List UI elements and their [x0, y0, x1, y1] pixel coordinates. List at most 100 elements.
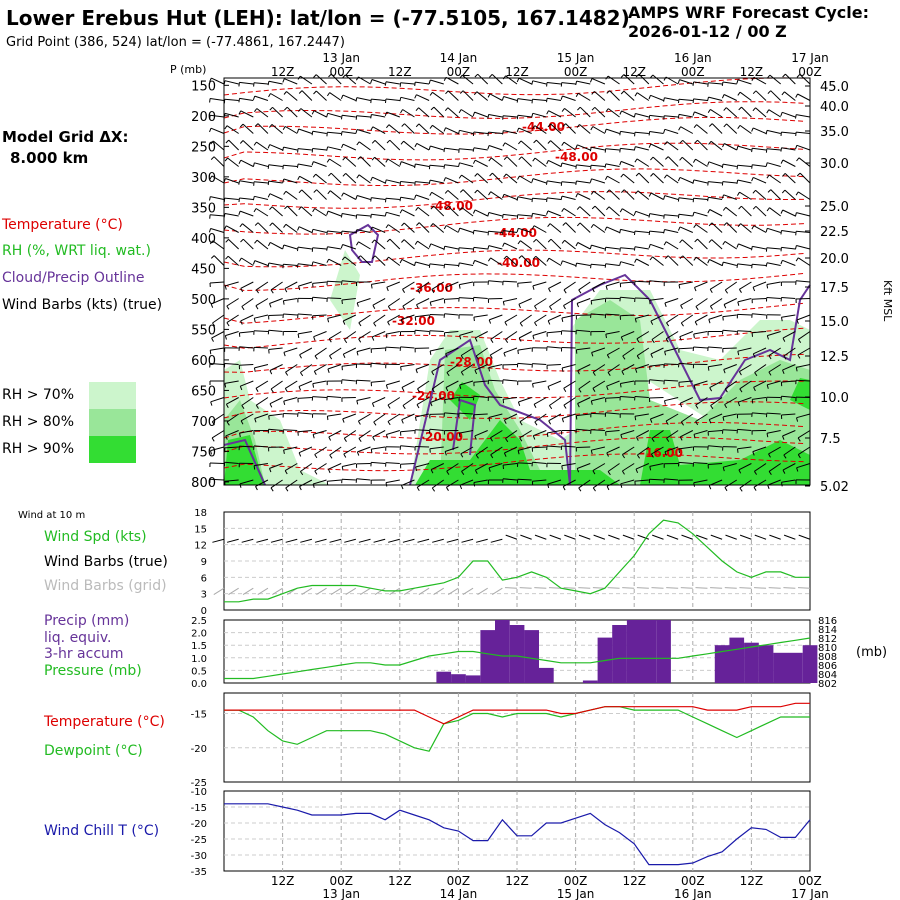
upper-wind-barb-staff: [649, 478, 664, 481]
upper-wind-barb-flag: [562, 486, 566, 491]
upper-wind-barb-staff: [605, 163, 620, 167]
upper-wind-barb-staff: [649, 114, 664, 118]
upper-wind-barb-flag: [458, 130, 460, 135]
upper-wind-barb-flag: [505, 438, 509, 443]
pressure-tick-label: 550: [191, 323, 216, 338]
surface-wind-barb-grid: [301, 587, 313, 596]
upper-wind-barb-staff: [345, 173, 357, 184]
upper-wind-barb-staff: [634, 413, 649, 417]
upper-wind-barb-staff: [328, 331, 342, 340]
upper-wind-barb-staff: [444, 331, 459, 334]
upper-wind-barb-flag: [460, 453, 464, 458]
upper-wind-barb-staff: [517, 462, 532, 464]
upper-wind-barb-staff: [725, 206, 738, 217]
upper-wind-barb-flag: [327, 368, 330, 373]
upper-wind-barb-staff: [753, 380, 767, 388]
upper-wind-barb-flag: [443, 246, 446, 251]
upper-wind-barb-staff: [417, 380, 430, 390]
upper-wind-barb-staff: [227, 157, 239, 167]
upper-wind-barb-staff: [447, 90, 459, 101]
upper-wind-barb-flag: [399, 259, 403, 264]
upper-wind-barb-staff: [401, 209, 415, 217]
upper-wind-barb-flag: [736, 263, 738, 268]
upper-wind-barb-flag: [620, 434, 623, 439]
upper-wind-barb-staff: [770, 189, 782, 200]
upper-wind-barb-staff: [239, 331, 254, 334]
upper-wind-barb-staff: [416, 397, 430, 406]
upper-wind-barb-flag: [458, 174, 462, 179]
upper-wind-barb-staff: [402, 281, 415, 290]
upper-wind-barb-flag: [709, 305, 714, 310]
upper-wind-barb-staff: [283, 244, 298, 250]
upper-wind-barb-flag: [358, 338, 362, 343]
upper-wind-barb-staff: [356, 379, 371, 382]
upper-wind-barb-staff: [637, 190, 650, 200]
pressure-line: [224, 637, 811, 680]
upper-wind-barb-staff: [693, 380, 708, 386]
upper-wind-barb-staff: [605, 281, 620, 287]
upper-wind-barb-staff: [579, 206, 591, 217]
upper-wind-barb-staff: [371, 98, 386, 101]
surface-wind-barb-true: [564, 534, 576, 540]
upper-wind-barb-staff: [342, 413, 357, 420]
upper-wind-barb-staff: [212, 314, 225, 324]
upper-wind-barb-flag: [254, 239, 258, 244]
upper-wind-barb-flag: [532, 285, 535, 290]
upper-wind-barb-staff: [344, 331, 357, 340]
upper-wind-barb-staff: [488, 212, 503, 217]
upper-wind-barb-staff: [461, 74, 474, 85]
surface-wind-barb-true: [666, 534, 679, 540]
upper-wind-barb-staff: [561, 445, 576, 448]
upper-wind-barb-staff: [695, 224, 708, 233]
upper-wind-barb-flag: [357, 420, 361, 425]
upper-wind-barb-staff: [474, 111, 488, 118]
upper-wind-barb-staff: [431, 191, 445, 200]
upper-wind-barb-staff: [254, 413, 269, 419]
upper-wind-barb-flag: [225, 139, 230, 144]
upper-wind-barb-staff: [622, 347, 635, 357]
upper-wind-barb-staff: [796, 230, 811, 233]
upper-wind-barb-staff: [488, 131, 503, 134]
upper-wind-barb-staff: [678, 98, 693, 101]
upper-wind-barb-flag: [621, 454, 626, 459]
upper-wind-barb-flag: [210, 303, 214, 308]
upper-wind-barb-staff: [591, 178, 606, 184]
upper-wind-barb-flag: [285, 487, 289, 492]
upper-wind-barb-staff: [532, 80, 547, 85]
upper-wind-barb-staff: [534, 157, 547, 167]
upper-wind-barb-staff: [532, 112, 547, 118]
upper-wind-barb-flag: [650, 353, 654, 358]
upper-wind-barb-staff: [708, 314, 723, 320]
upper-wind-barb-staff: [210, 298, 225, 305]
upper-wind-barb-staff: [547, 479, 562, 485]
upper-wind-barb-staff: [461, 174, 474, 184]
upper-wind-barb-flag: [721, 194, 725, 199]
upper-wind-barb-staff: [781, 380, 796, 383]
upper-wind-barb-staff: [517, 114, 532, 118]
upper-wind-barb-flag: [428, 243, 432, 248]
station-title: Lower Erebus Hut (LEH): lat/lon = (-77.5…: [6, 6, 630, 30]
upper-wind-barb-staff: [722, 314, 737, 318]
upper-wind-barb-staff: [635, 364, 650, 370]
legend-wind-speed: Wind Spd (kts): [44, 529, 147, 545]
upper-wind-barb-flag: [489, 354, 493, 359]
upper-wind-barb-flag: [634, 416, 637, 421]
upper-wind-barb-staff: [415, 163, 430, 167]
upper-wind-barb-staff: [283, 446, 298, 451]
upper-wind-barb-staff: [635, 113, 649, 118]
upper-wind-barb-staff: [796, 314, 811, 321]
upper-wind-barb-staff: [256, 141, 269, 151]
upper-wind-barb-staff: [272, 106, 283, 118]
precip-tick: 0.0: [191, 679, 207, 690]
upper-wind-barb-flag: [387, 306, 391, 310]
upper-wind-barb-flag: [472, 159, 476, 164]
precip-bar: [509, 625, 525, 683]
upper-wind-barb-staff: [652, 74, 664, 85]
upper-wind-barb-staff: [254, 314, 269, 319]
upper-wind-barb-flag: [283, 191, 287, 195]
surface-wind-barb-grid: [651, 587, 664, 589]
upper-wind-barb-staff: [784, 189, 796, 200]
upper-wind-barb-staff: [240, 159, 254, 167]
upper-wind-barb-staff: [415, 81, 430, 85]
upper-wind-barb-staff: [268, 180, 283, 184]
